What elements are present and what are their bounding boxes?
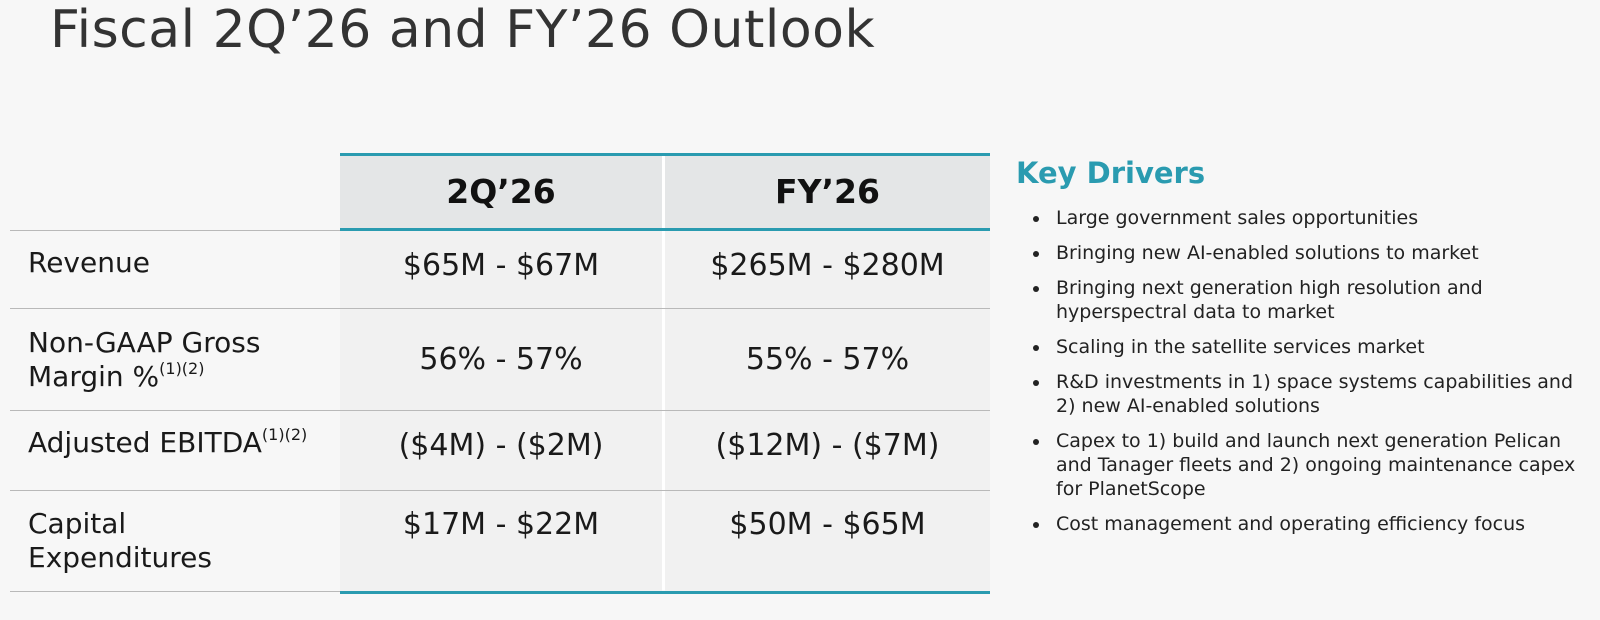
row-label-capex: Capital Expenditures <box>28 507 328 575</box>
list-item: Scaling in the satellite services market <box>1016 335 1586 359</box>
list-item: Bringing next generation high resolution… <box>1016 276 1586 324</box>
list-item: R&D investments in 1) space systems capa… <box>1016 370 1586 418</box>
outlook-table: 2Q’26 FY’26 Revenue $65M - $67M $265M - … <box>10 153 990 594</box>
cell-revenue-2q26: $65M - $67M <box>402 248 600 283</box>
cell-ebitda-2q26: ($4M) - ($2M) <box>398 428 604 463</box>
cell-revenue-fy26: $265M - $280M <box>710 248 945 283</box>
row-label-text: Non-GAAP Gross <box>28 326 261 359</box>
row-divider <box>10 308 990 309</box>
row-label-text-line2: Expenditures <box>28 541 212 574</box>
header-background <box>340 156 990 230</box>
header-rule <box>340 228 990 231</box>
footnote-ref: (1)(2) <box>159 359 205 378</box>
row-divider <box>10 230 340 231</box>
key-drivers-panel: Key Drivers Large government sales oppor… <box>1016 154 1586 547</box>
list-item: Cost management and operating efficiency… <box>1016 512 1586 536</box>
table-top-rule <box>340 153 990 156</box>
row-divider <box>10 410 990 411</box>
cell-capex-2q26: $17M - $22M <box>402 507 600 542</box>
cell-gross-margin-2q26: 56% - 57% <box>419 342 583 377</box>
row-divider <box>10 591 340 592</box>
cell-ebitda-fy26: ($12M) - ($7M) <box>715 428 940 463</box>
column-divider <box>662 156 665 590</box>
row-label-revenue: Revenue <box>28 246 328 280</box>
list-item: Bringing new AI-enabled solutions to mar… <box>1016 241 1586 265</box>
table-bottom-rule <box>340 591 990 594</box>
page-title: Fiscal 2Q’26 and FY’26 Outlook <box>50 0 876 60</box>
cell-gross-margin-fy26: 55% - 57% <box>745 342 910 377</box>
list-item: Capex to 1) build and launch next genera… <box>1016 429 1586 501</box>
column-header-2q26: 2Q’26 <box>446 172 556 211</box>
key-drivers-title: Key Drivers <box>1016 156 1206 190</box>
row-label-gross-margin: Non-GAAP Gross Margin %(1)(2) <box>28 326 328 394</box>
row-label-text-line2: Margin % <box>28 360 160 393</box>
list-item: Large government sales opportunities <box>1016 206 1586 230</box>
row-divider <box>10 490 990 491</box>
key-drivers-list: Large government sales opportunities Bri… <box>1016 206 1586 536</box>
cell-capex-fy26: $50M - $65M <box>729 507 926 542</box>
row-label-text: Capital <box>28 507 127 540</box>
row-label-text: Adjusted EBITDA <box>28 426 262 459</box>
footnote-ref: (1)(2) <box>261 425 308 444</box>
row-label-adjusted-ebitda: Adjusted EBITDA(1)(2) <box>28 426 328 460</box>
row-label-text: Revenue <box>28 246 150 279</box>
column-header-fy26: FY’26 <box>775 172 880 211</box>
